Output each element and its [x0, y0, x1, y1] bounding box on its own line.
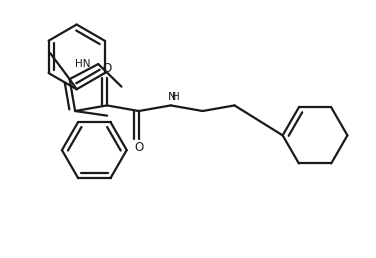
Text: N: N [168, 92, 176, 102]
Text: HN: HN [75, 59, 90, 69]
Text: O: O [134, 141, 144, 155]
Text: H: H [172, 92, 179, 102]
Text: O: O [102, 62, 112, 75]
